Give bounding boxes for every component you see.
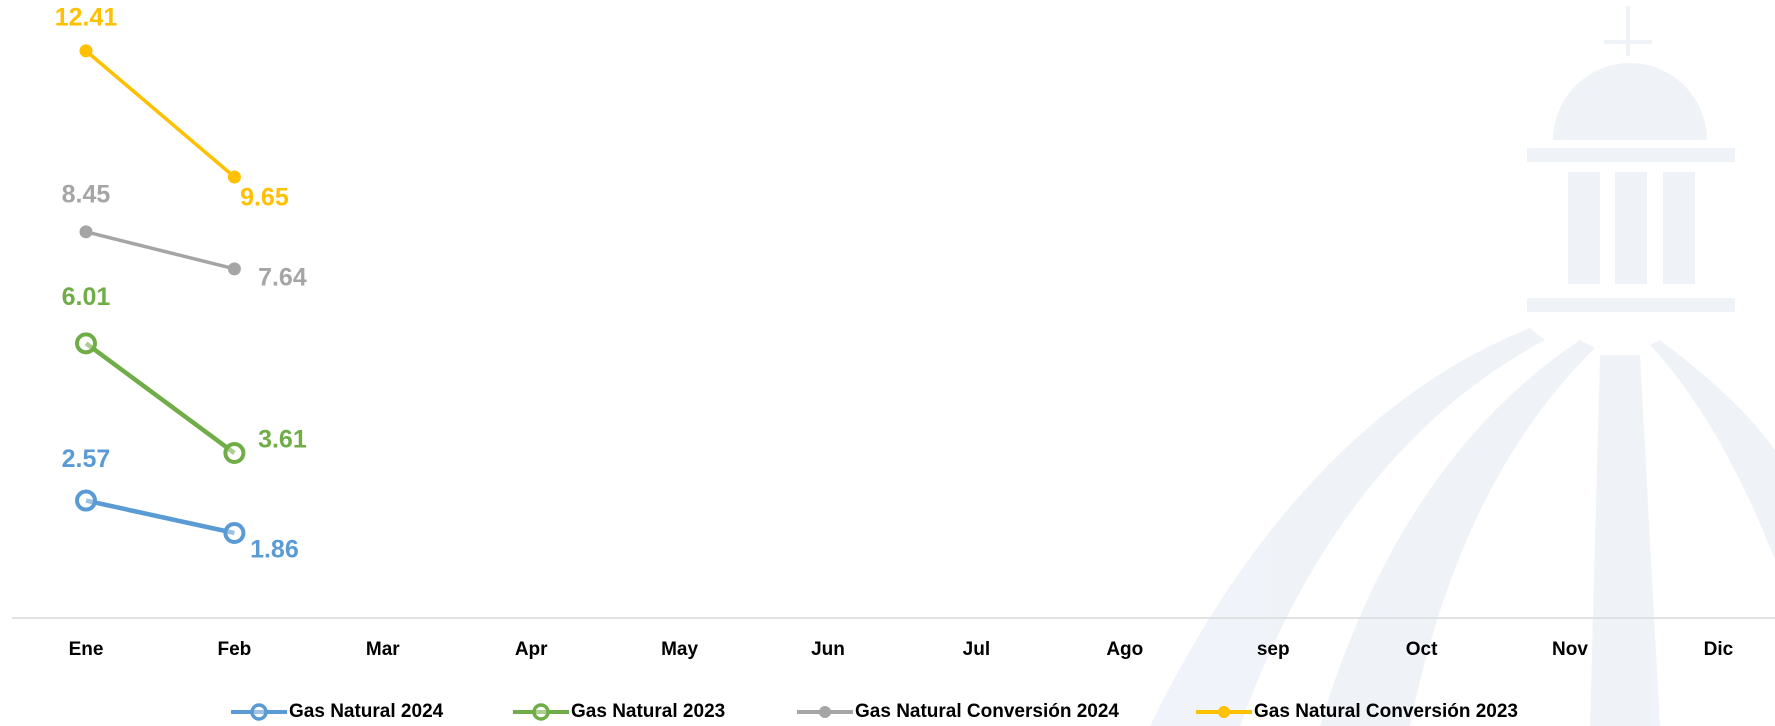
legend-label: Gas Natural Conversión 2023 [1254,701,1518,722]
x-tick-label: Oct [1406,639,1438,660]
series-line [85,498,235,536]
legend-marker [250,703,268,721]
value-label: 6.01 [62,283,111,311]
value-label: 7.64 [258,263,307,291]
value-label: 3.61 [258,426,307,454]
x-tick-label: Ago [1106,639,1143,660]
legend-marker [819,706,831,718]
marker [223,442,246,465]
x-tick-label: Mar [366,639,400,660]
x-tick-label: Dic [1704,639,1734,660]
series-line [84,49,236,179]
legend-marker [1218,706,1230,718]
marker [223,521,246,544]
value-label: 2.57 [62,445,111,473]
series-line [85,230,235,271]
value-label: 8.45 [62,180,111,208]
marker [79,44,93,58]
legend-label: Gas Natural 2024 [289,701,444,722]
legend-label: Gas Natural Conversión 2024 [855,701,1119,722]
series-line [84,341,236,455]
watermark [1150,6,1775,726]
x-tick-label: Apr [515,639,548,660]
value-label: 12.41 [55,3,118,31]
marker [75,489,97,512]
marker [75,332,97,355]
x-tick-label: Nov [1552,639,1588,660]
legend-marker [532,703,550,721]
x-tick-label: May [661,639,698,660]
x-tick-label: sep [1257,639,1290,660]
x-tick-label: Jun [811,639,845,660]
value-label: 1.86 [250,536,299,564]
marker [227,170,241,184]
legend-label: Gas Natural 2023 [571,701,725,722]
x-tick-label: Ene [69,639,104,660]
x-tick-label: Jul [963,639,990,660]
value-label: 9.65 [240,184,289,212]
x-tick-label: Feb [218,639,252,660]
marker [227,262,241,276]
marker [79,225,93,239]
